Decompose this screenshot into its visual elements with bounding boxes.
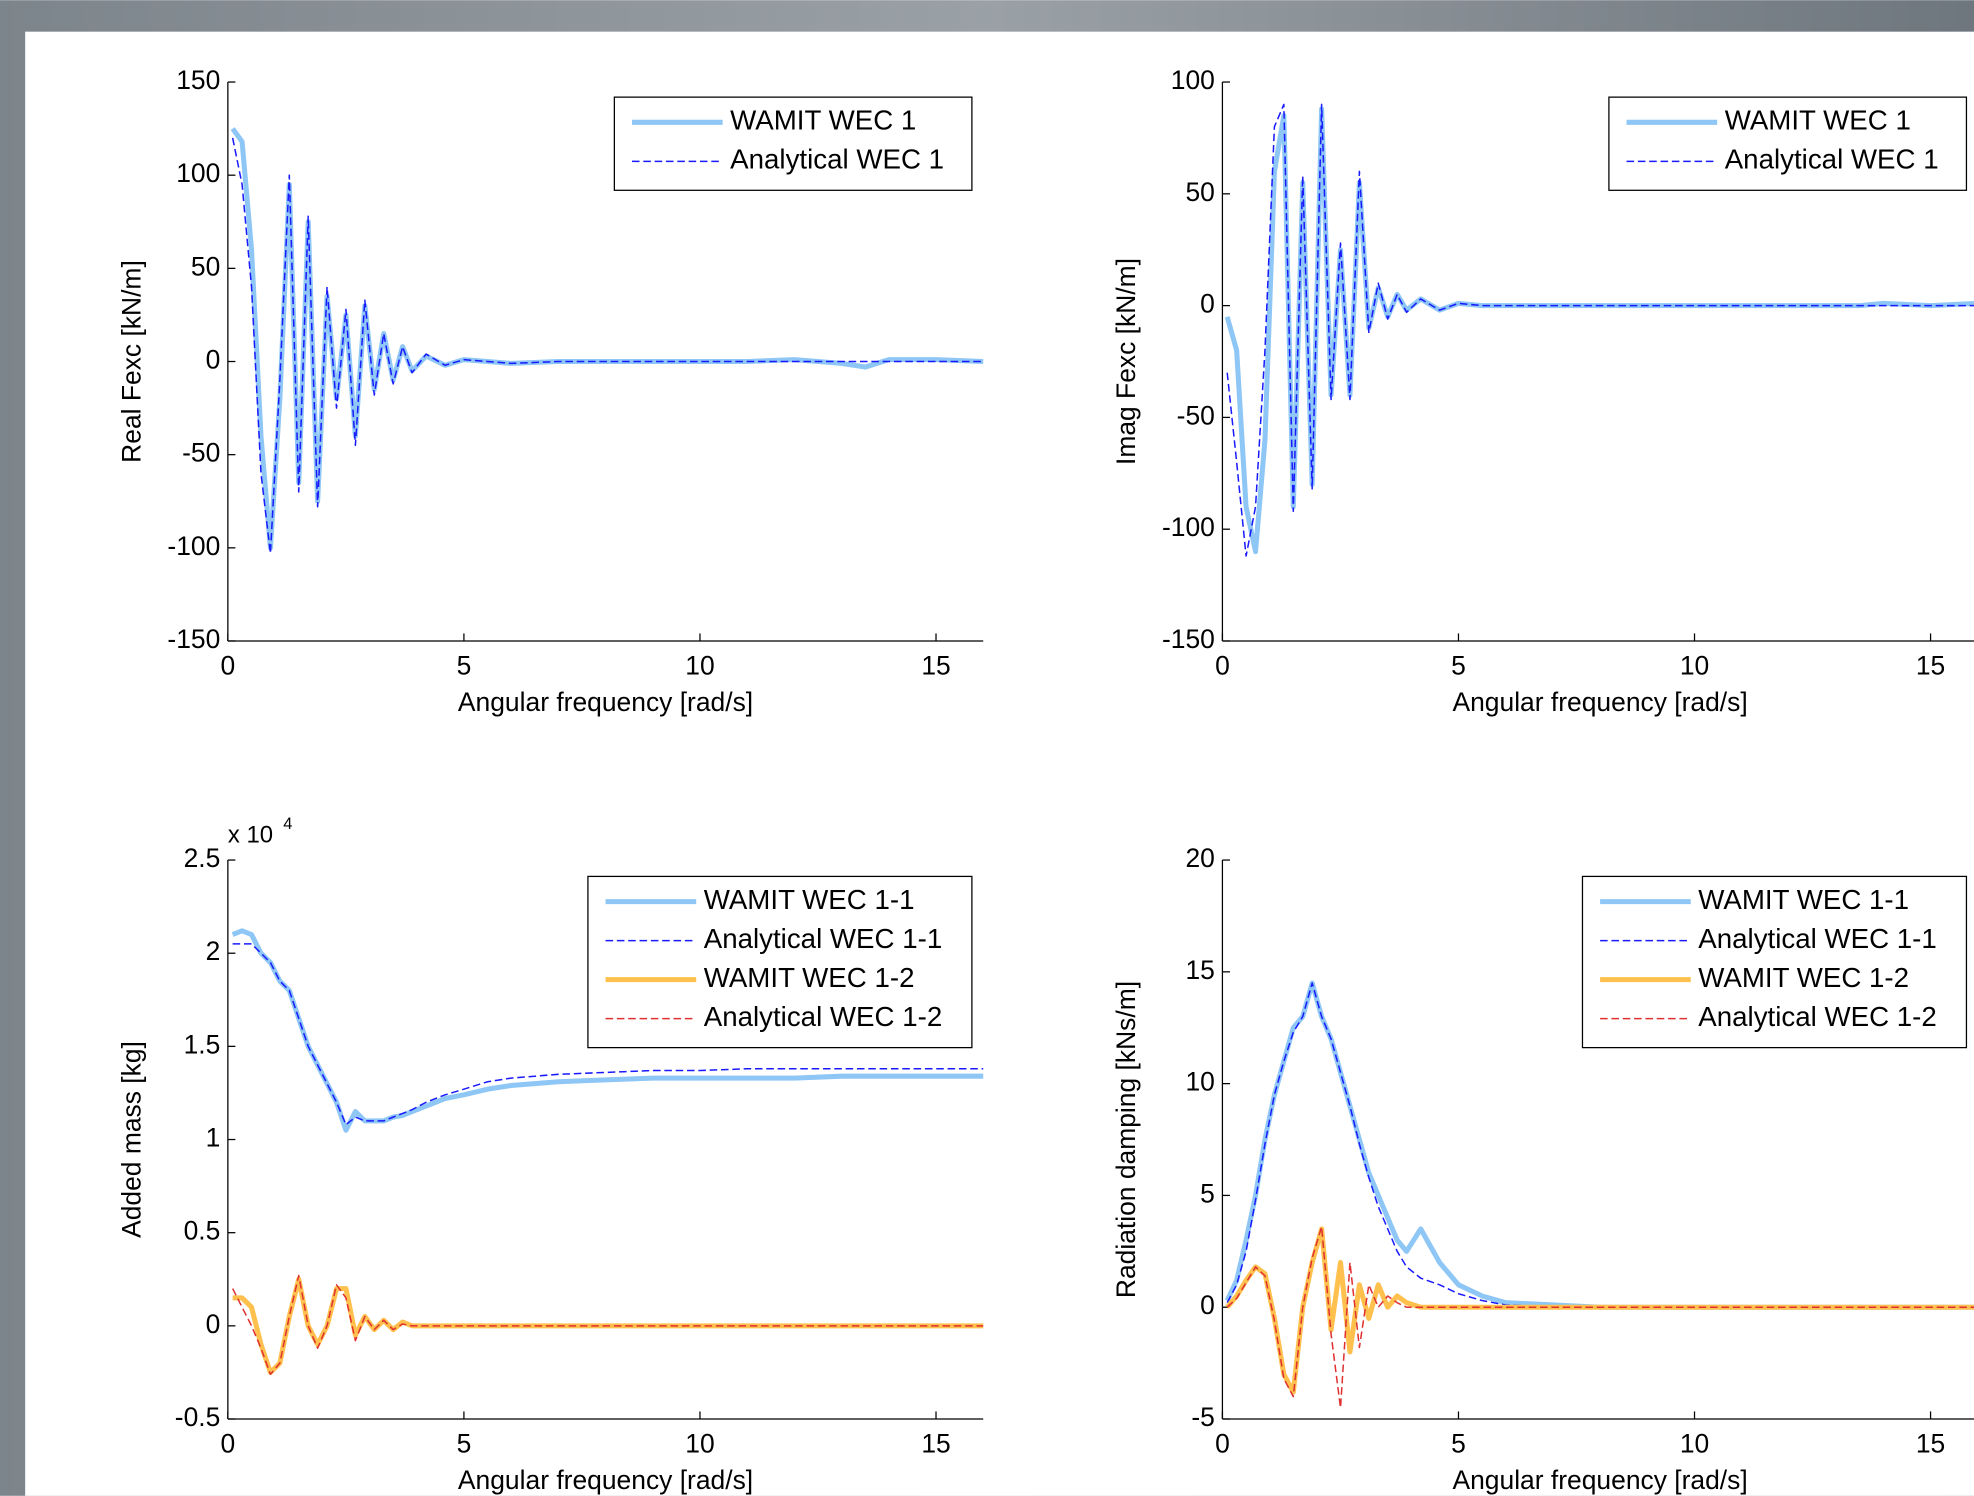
y-axis-label: Added mass [kg]: [116, 1041, 146, 1238]
x-axis-label: Angular frequency [rad/s]: [458, 1465, 753, 1495]
x-tick-label: 10: [685, 1428, 714, 1458]
legend-label: WAMIT WEC 1: [730, 105, 916, 136]
y-tick-label: 150: [176, 65, 220, 95]
y-axis-label: Radiation damping [kNs/m]: [1111, 981, 1141, 1298]
legend-label: WAMIT WEC 1-2: [704, 962, 915, 993]
x-tick-label: 0: [221, 650, 236, 680]
x-tick-label: 0: [1215, 650, 1230, 680]
y-tick-label: -150: [1162, 624, 1215, 654]
axis-multiplier: x 10: [228, 821, 273, 848]
legend-label: WAMIT WEC 1-1: [704, 884, 915, 915]
x-tick-label: 10: [685, 650, 714, 680]
axis-multiplier-exponent: 4: [283, 815, 292, 833]
y-tick-label: 2.5: [184, 843, 221, 873]
y-tick-label: 0: [1200, 289, 1215, 319]
y-tick-label: 20: [1185, 843, 1214, 873]
y-tick-label: 5: [1200, 1178, 1215, 1208]
y-tick-label: -5: [1191, 1402, 1215, 1432]
y-tick-label: 50: [191, 251, 220, 281]
legend-label: Analytical WEC 1-2: [704, 1001, 943, 1032]
x-tick-label: 5: [1451, 1428, 1466, 1458]
series-line: [1226, 103, 1974, 557]
x-axis-label: Angular frequency [rad/s]: [458, 687, 753, 717]
x-tick-label: 10: [1680, 1428, 1709, 1458]
y-tick-label: 1: [206, 1123, 221, 1153]
y-tick-label: 1.5: [184, 1029, 221, 1059]
y-tick-label: 0: [1200, 1290, 1215, 1320]
y-tick-label: 15: [1185, 955, 1214, 985]
y-tick-label: 2: [206, 936, 221, 966]
series-line: [231, 928, 984, 1133]
legend-label: Analytical WEC 1-2: [1698, 1001, 1937, 1032]
x-tick-label: 0: [1215, 1428, 1230, 1458]
x-tick-label: 0: [221, 1428, 236, 1458]
series-line: [1226, 982, 1974, 1308]
legend-label: Analytical WEC 1: [730, 144, 944, 175]
y-axis-label: Imag Fexc [kN/m]: [1111, 258, 1141, 465]
x-tick-label: 15: [1916, 650, 1945, 680]
legend-label: Analytical WEC 1-1: [704, 923, 943, 954]
legend-label: Analytical WEC 1-1: [1698, 923, 1937, 954]
y-tick-label: -0.5: [175, 1402, 221, 1432]
y-tick-label: -150: [167, 624, 220, 654]
legend-box: [1608, 96, 1968, 191]
x-tick-label: 10: [1680, 650, 1709, 680]
y-tick-label: -100: [1162, 512, 1215, 542]
series-line: [231, 1274, 984, 1376]
y-tick-label: 10: [1185, 1067, 1214, 1097]
legend-label: WAMIT WEC 1: [1725, 105, 1911, 136]
legend-label: WAMIT WEC 1-1: [1698, 884, 1909, 915]
x-axis-label: Angular frequency [rad/s]: [1452, 1465, 1747, 1495]
y-axis-label: Real Fexc [kN/m]: [116, 260, 146, 463]
series-line: [232, 943, 984, 1126]
x-tick-label: 15: [921, 1428, 950, 1458]
figure-area: [25, 31, 1974, 1496]
series-line: [231, 137, 984, 555]
x-tick-label: 15: [921, 650, 950, 680]
y-tick-label: 100: [1171, 65, 1215, 95]
x-axis-label: Angular frequency [rad/s]: [1452, 687, 1747, 717]
y-tick-label: 0: [206, 1309, 221, 1339]
x-tick-label: 5: [1451, 650, 1466, 680]
y-tick-label: 0.5: [184, 1216, 221, 1246]
x-tick-label: 5: [457, 1428, 472, 1458]
series-line: [1226, 1226, 1974, 1409]
y-tick-label: -100: [167, 531, 220, 561]
x-tick-label: 15: [1916, 1428, 1945, 1458]
y-tick-label: 50: [1185, 177, 1214, 207]
y-tick-label: 0: [206, 344, 221, 374]
legend-label: WAMIT WEC 1-2: [1698, 962, 1909, 993]
y-tick-label: 100: [176, 158, 220, 188]
legend-label: Analytical WEC 1: [1725, 144, 1939, 175]
legend-box: [613, 96, 973, 191]
y-tick-label: -50: [1177, 400, 1215, 430]
y-tick-label: -50: [182, 438, 220, 468]
x-tick-label: 5: [457, 650, 472, 680]
